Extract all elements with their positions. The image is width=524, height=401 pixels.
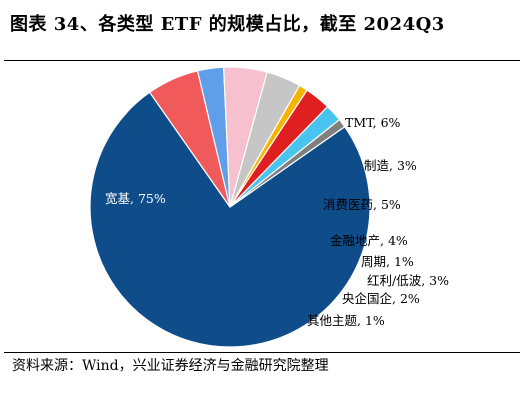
pie-label-5: 周期, 1% (361, 254, 414, 269)
pie-slice-8 (229, 118, 346, 208)
pie-label-6: 红利/低波, 3% (367, 273, 449, 288)
pie-label-1: TMT, 6% (345, 115, 401, 130)
bottom-divider (4, 352, 520, 353)
pie-label-8: 其他主题, 1% (307, 313, 385, 328)
pie-label-4: 金融地产, 4% (330, 233, 408, 248)
pie-label-3: 消费医药, 5% (323, 197, 401, 212)
pie-slices (89, 66, 371, 348)
pie-label-0: 宽基, 75% (105, 191, 166, 206)
top-divider (4, 60, 520, 61)
source-note: 资料来源：Wind，兴业证券经济与金融研究院整理 (12, 358, 329, 374)
pie-label-2: 制造, 3% (364, 158, 417, 173)
pie-label-7: 央企国企, 2% (342, 291, 420, 306)
pie-slice-0 (89, 91, 371, 348)
pie-labels: 宽基, 75% TMT, 6% 制造, 3% 消费医药, 5% 金融地产, 4% 周期, … (105, 115, 449, 328)
chart-title: 图表 34、各类型 ETF 的规模占比，截至 2024Q3 (10, 14, 445, 35)
